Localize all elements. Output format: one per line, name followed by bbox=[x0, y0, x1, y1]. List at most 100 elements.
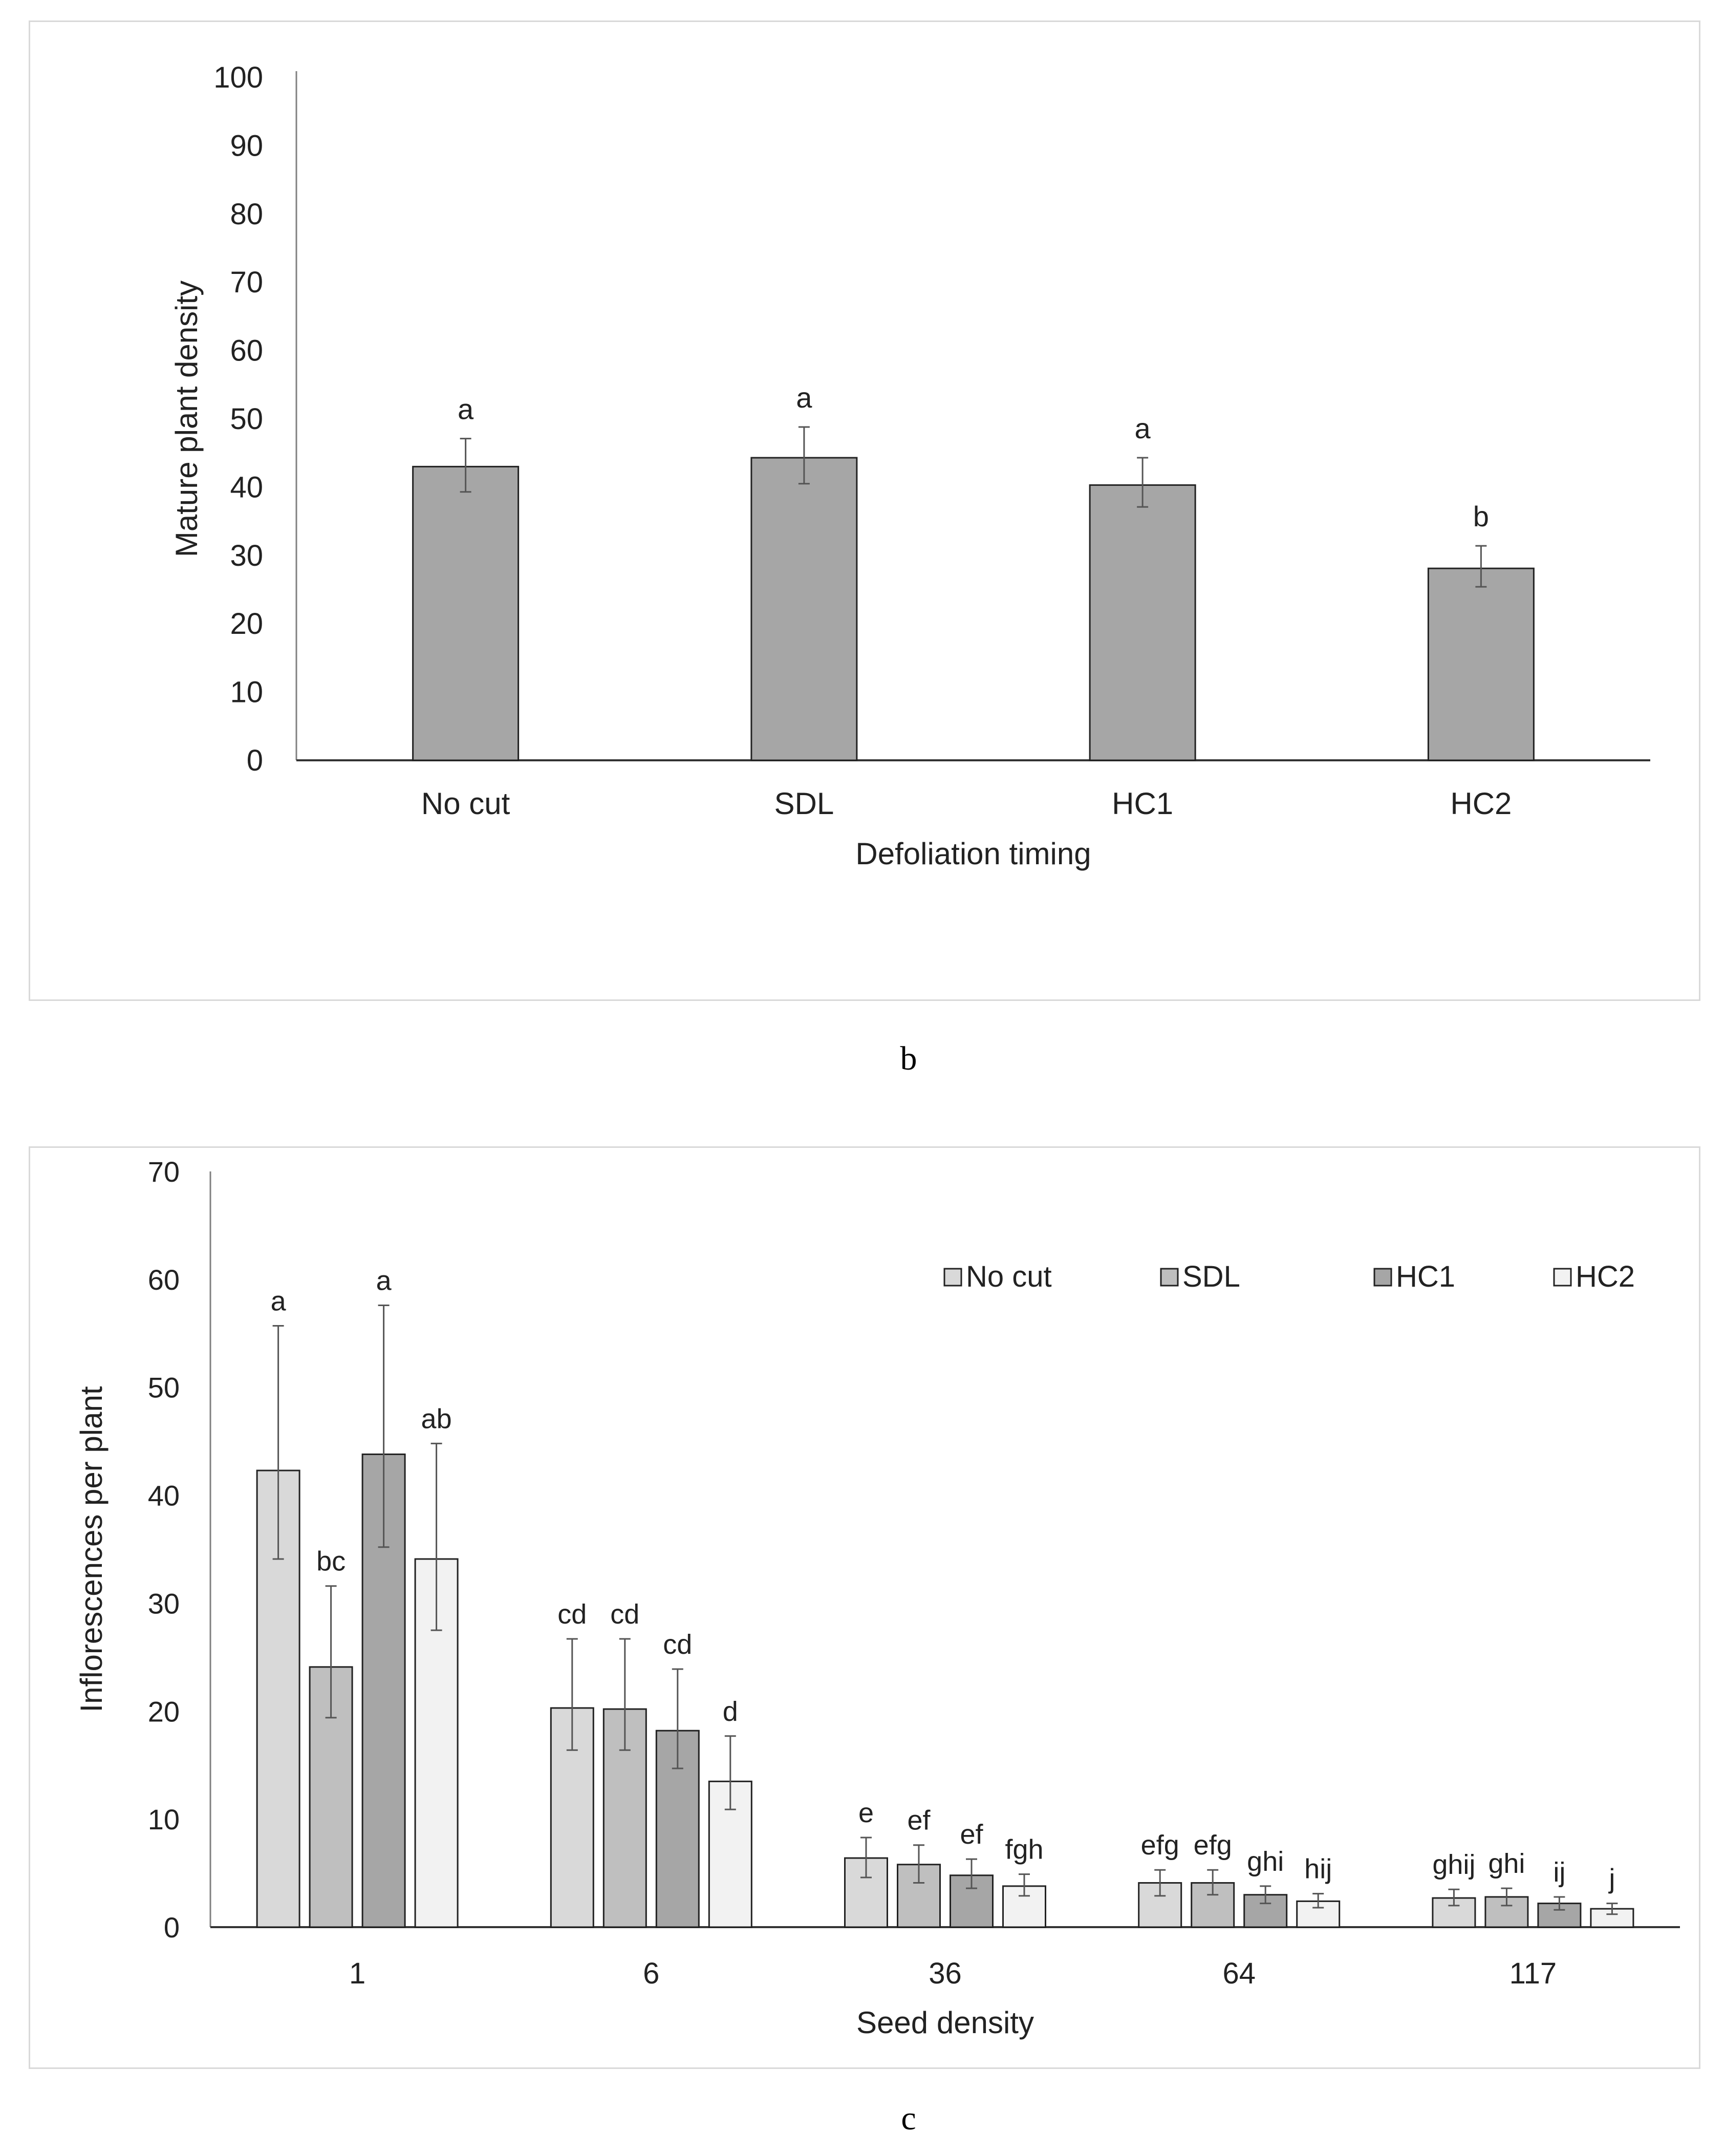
x-tick-label: 1 bbox=[349, 1957, 365, 1990]
legend-swatch bbox=[1160, 1268, 1179, 1287]
error-bar bbox=[460, 438, 471, 493]
y-tick-label: 30 bbox=[148, 1587, 180, 1619]
significance-letter: a bbox=[796, 381, 812, 414]
error-bar bbox=[378, 1304, 390, 1548]
legend-swatch bbox=[943, 1268, 962, 1287]
x-tick-label: HC2 bbox=[1450, 786, 1512, 821]
y-axis-title: Mature plant density bbox=[169, 281, 204, 557]
y-tick-label: 60 bbox=[230, 334, 263, 368]
significance-letter: a bbox=[376, 1265, 392, 1296]
significance-letter: cd bbox=[610, 1599, 639, 1630]
error-bar bbox=[272, 1325, 284, 1560]
y-tick-label: 80 bbox=[230, 198, 263, 231]
y-tick-label: 70 bbox=[230, 266, 263, 299]
significance-letter: ef bbox=[960, 1819, 983, 1850]
y-tick-label: 40 bbox=[230, 471, 263, 504]
error-bar bbox=[798, 426, 810, 485]
y-tick-label: 0 bbox=[164, 1911, 180, 1944]
x-tick-label: SDL bbox=[774, 786, 834, 821]
significance-letter: bc bbox=[316, 1546, 346, 1577]
legend-label: No cut bbox=[966, 1260, 1052, 1293]
bar bbox=[412, 465, 520, 761]
bar bbox=[844, 1857, 888, 1928]
error-bar bbox=[1260, 1885, 1271, 1905]
y-tick-label: 10 bbox=[230, 676, 263, 709]
x-tick-label: 64 bbox=[1222, 1957, 1256, 1990]
y-tick-label: 40 bbox=[148, 1480, 180, 1512]
error-bar bbox=[966, 1858, 977, 1889]
x-axis-title: Seed density bbox=[856, 2005, 1034, 2040]
error-bar bbox=[1554, 1896, 1565, 1911]
significance-letter: efg bbox=[1141, 1830, 1179, 1861]
error-bar bbox=[1019, 1873, 1030, 1897]
bar bbox=[1296, 1900, 1341, 1928]
chart-inflorescences-per-plant: 0 10 20 30 40 50 60 70 a bc a ab 1 cd cd cd d 6 e ef ef fgh 36… bbox=[29, 1146, 1700, 2069]
bar bbox=[1427, 567, 1535, 761]
caption-b: b bbox=[900, 1040, 917, 1077]
caption-c: c bbox=[901, 2100, 916, 2137]
significance-letter: ef bbox=[907, 1805, 931, 1836]
error-bar bbox=[1312, 1893, 1324, 1909]
error-bar bbox=[430, 1442, 442, 1631]
significance-letter: ij bbox=[1553, 1857, 1565, 1888]
significance-letter: cd bbox=[663, 1629, 692, 1660]
y-tick-label: 50 bbox=[148, 1372, 180, 1404]
bar bbox=[256, 1469, 300, 1928]
significance-letter: efg bbox=[1194, 1830, 1232, 1861]
error-bar bbox=[913, 1844, 924, 1884]
significance-letter: a bbox=[1135, 412, 1151, 444]
significance-letter: a bbox=[458, 393, 474, 425]
error-bar bbox=[325, 1585, 337, 1719]
error-bar bbox=[566, 1638, 578, 1751]
significance-letter: j bbox=[1608, 1864, 1615, 1894]
error-bar bbox=[619, 1638, 631, 1751]
significance-letter: e bbox=[858, 1798, 874, 1828]
bar bbox=[1089, 484, 1196, 761]
x-tick-label: No cut bbox=[421, 786, 510, 821]
y-tick-label: 90 bbox=[230, 129, 263, 162]
error-bar bbox=[672, 1668, 683, 1769]
error-bar bbox=[1137, 457, 1149, 508]
significance-letter: fgh bbox=[1005, 1834, 1043, 1865]
chart-svg-top: 0 10 20 30 40 50 60 70 80 90 100 a No cut a SDL a HC1 b HC… bbox=[169, 61, 1650, 871]
y-tick-label: 100 bbox=[213, 61, 263, 94]
y-tick-label: 70 bbox=[148, 1156, 180, 1188]
y-tick-label: 50 bbox=[230, 402, 263, 436]
error-bar bbox=[724, 1735, 736, 1810]
error-bar bbox=[1154, 1869, 1166, 1897]
y-axis-title: Inflorescences per plant bbox=[74, 1386, 109, 1712]
significance-letter: d bbox=[723, 1696, 738, 1727]
significance-letter: ab bbox=[421, 1403, 452, 1434]
legend-swatch bbox=[1373, 1268, 1392, 1287]
error-bar bbox=[1448, 1888, 1460, 1907]
legend-swatch bbox=[1553, 1268, 1572, 1287]
y-tick-label: 20 bbox=[230, 607, 263, 641]
error-bar bbox=[1475, 545, 1487, 588]
legend-label: SDL bbox=[1182, 1260, 1240, 1293]
x-axis-title: Defoliation timing bbox=[855, 837, 1091, 871]
y-tick-label: 60 bbox=[148, 1264, 180, 1296]
error-bar bbox=[1501, 1887, 1513, 1907]
y-tick-label: 10 bbox=[148, 1803, 180, 1835]
x-tick-label: 36 bbox=[929, 1957, 962, 1990]
y-tick-label: 30 bbox=[230, 539, 263, 572]
significance-letter: a bbox=[271, 1286, 287, 1317]
y-tick-label: 20 bbox=[148, 1695, 180, 1727]
error-bar bbox=[1207, 1869, 1219, 1896]
significance-letter: ghij bbox=[1432, 1849, 1475, 1880]
error-bar bbox=[860, 1837, 872, 1879]
significance-letter: b bbox=[1473, 500, 1489, 532]
x-tick-label: HC1 bbox=[1112, 786, 1173, 821]
x-tick-label: 6 bbox=[643, 1957, 659, 1990]
significance-letter: ghi bbox=[1247, 1846, 1284, 1877]
significance-letter: cd bbox=[557, 1599, 587, 1630]
significance-letter: hij bbox=[1304, 1854, 1332, 1885]
x-tick-label: 117 bbox=[1510, 1957, 1557, 1990]
y-tick-label: 0 bbox=[247, 744, 263, 777]
significance-letter: ghi bbox=[1488, 1848, 1525, 1879]
chart-mature-plant-density: 0 10 20 30 40 50 60 70 80 90 100 a No cut a SDL a HC1 b HC… bbox=[29, 20, 1700, 1001]
error-bar bbox=[1606, 1903, 1618, 1915]
legend-label: HC2 bbox=[1576, 1260, 1635, 1293]
legend-label: HC1 bbox=[1396, 1260, 1455, 1293]
